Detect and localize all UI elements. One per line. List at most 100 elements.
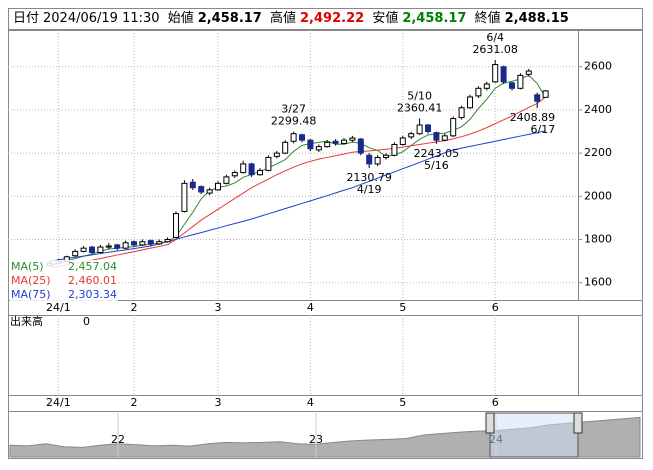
annotation-value: 2130.79 bbox=[346, 171, 392, 184]
x-tick-label: 24/1 bbox=[46, 396, 71, 409]
nav-handle-left[interactable] bbox=[485, 412, 495, 434]
ma-line bbox=[49, 96, 546, 269]
legend-value: 2,457.04 bbox=[68, 260, 117, 273]
candle-body bbox=[72, 250, 79, 257]
candle-body bbox=[307, 139, 314, 150]
annotation-date: 3/27 bbox=[281, 103, 306, 116]
y-tick-label: 2400 bbox=[584, 103, 612, 116]
navigator-label: 23 bbox=[309, 433, 323, 446]
open: 2,458.17 bbox=[197, 11, 262, 26]
candle-body bbox=[458, 107, 465, 118]
volume-value: 0 bbox=[83, 315, 90, 328]
candle-body bbox=[332, 140, 339, 144]
y-tick-label: 2600 bbox=[584, 60, 612, 73]
candle-body bbox=[156, 241, 163, 245]
annotation-date: 5/16 bbox=[424, 159, 449, 172]
annotation-value: 2299.48 bbox=[271, 115, 317, 128]
candle-body bbox=[97, 246, 104, 253]
candle-body bbox=[240, 163, 247, 174]
candle-body bbox=[181, 182, 188, 212]
candle-body bbox=[198, 186, 205, 193]
x-tick-label: 24/1 bbox=[46, 301, 71, 314]
x-tick-label: 3 bbox=[215, 396, 222, 409]
legend-bg bbox=[10, 288, 118, 302]
y-tick-label: 1800 bbox=[584, 233, 612, 246]
candle-body bbox=[105, 245, 112, 248]
ma-line bbox=[49, 130, 546, 262]
low: 2,458.17 bbox=[402, 11, 467, 26]
close: 2,488.15 bbox=[504, 11, 569, 26]
candle-body bbox=[433, 132, 440, 141]
candle-body bbox=[189, 181, 196, 189]
legend-name: MA(5) bbox=[11, 260, 44, 273]
annotation-date: 4/19 bbox=[357, 183, 382, 196]
navigator-label: 22 bbox=[111, 433, 125, 446]
candle-body bbox=[223, 176, 230, 184]
candle-body bbox=[525, 70, 532, 75]
close-label: 終値 bbox=[474, 11, 501, 26]
y-tick-label: 2200 bbox=[584, 146, 612, 159]
candle-body bbox=[147, 240, 154, 245]
legend-value: 2,460.01 bbox=[68, 274, 117, 287]
candle-body bbox=[383, 154, 389, 158]
x-tick-label: 3 bbox=[215, 301, 222, 314]
candle-body bbox=[315, 146, 322, 151]
candle-body bbox=[282, 141, 289, 154]
candle-body bbox=[517, 74, 524, 89]
candle-body bbox=[257, 169, 263, 176]
legend-bg bbox=[10, 260, 118, 274]
candle-body bbox=[139, 241, 146, 246]
candle-body bbox=[475, 87, 482, 97]
date-label: 日付 bbox=[13, 11, 40, 26]
x-tick-label: 6 bbox=[492, 396, 499, 409]
candle-body bbox=[416, 124, 423, 135]
candle-body bbox=[173, 213, 179, 238]
candle-body bbox=[391, 143, 398, 156]
volume-label: 出来高 bbox=[10, 314, 43, 328]
candle-body bbox=[425, 124, 431, 133]
annotation-date: 6/4 bbox=[486, 31, 504, 44]
candle-body bbox=[467, 96, 473, 109]
nav-selection[interactable] bbox=[489, 412, 579, 458]
header: 日付 2024/06/19 11:30 始値 2,458.17 高値 2,492.22… bbox=[8, 8, 643, 30]
legend-bg bbox=[10, 274, 118, 288]
y-tick-label: 1600 bbox=[584, 276, 612, 289]
open-label: 始値 bbox=[167, 11, 194, 26]
candle-body bbox=[349, 137, 356, 141]
candle-body bbox=[80, 247, 87, 252]
legend-name: MA(25) bbox=[11, 274, 51, 287]
candle-body bbox=[357, 138, 364, 154]
candle-body bbox=[299, 134, 305, 141]
candle-body bbox=[341, 139, 347, 144]
candle-body bbox=[534, 94, 541, 102]
date: 2024/06/19 11:30 bbox=[43, 11, 160, 26]
legend-name: MA(75) bbox=[11, 288, 51, 301]
candle-body bbox=[164, 239, 171, 243]
candle-body bbox=[483, 83, 490, 89]
candle-body bbox=[89, 246, 95, 253]
nav-handle-right[interactable] bbox=[573, 412, 583, 434]
candle-body bbox=[408, 133, 415, 138]
annotation-value: 2360.41 bbox=[397, 101, 443, 114]
x-tick-label: 4 bbox=[307, 396, 314, 409]
candle-body bbox=[509, 82, 515, 89]
candle-body bbox=[231, 172, 238, 177]
candle-body bbox=[122, 242, 129, 249]
frame bbox=[8, 30, 643, 459]
legend-value: 2,303.34 bbox=[68, 288, 117, 301]
x-tick-label: 5 bbox=[399, 396, 406, 409]
candle-body bbox=[206, 189, 213, 194]
high-label: 高値 bbox=[270, 11, 297, 26]
low-label: 安値 bbox=[372, 11, 399, 26]
candle-body bbox=[500, 66, 507, 83]
candle-body bbox=[215, 182, 221, 191]
candle-body bbox=[290, 133, 297, 142]
candle-body bbox=[114, 244, 121, 249]
candle-body bbox=[273, 152, 280, 157]
x-tick-label: 6 bbox=[492, 301, 499, 314]
candle-body bbox=[399, 137, 406, 145]
candle-body bbox=[450, 118, 457, 137]
y-tick-label: 2000 bbox=[584, 189, 612, 202]
x-tick-label: 2 bbox=[131, 396, 138, 409]
